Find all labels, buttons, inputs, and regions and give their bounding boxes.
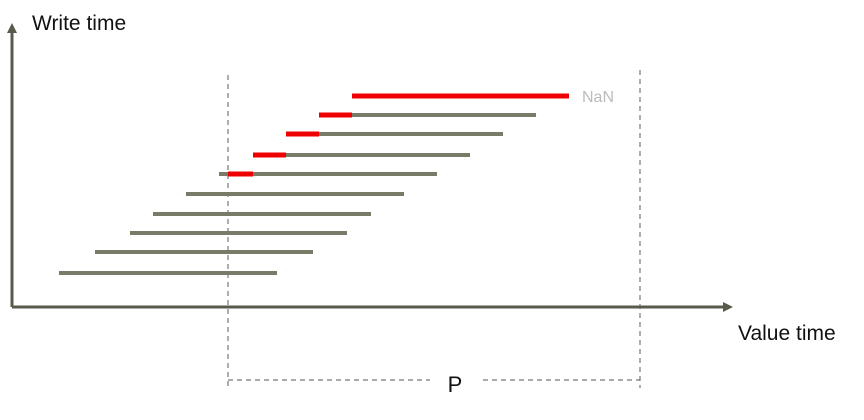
x-axis-label: Value time [738,322,836,345]
interval-bars [59,115,536,273]
y-axis-label: Write time [32,12,126,35]
nan-label: NaN [582,89,614,106]
period-label: P [448,372,463,397]
